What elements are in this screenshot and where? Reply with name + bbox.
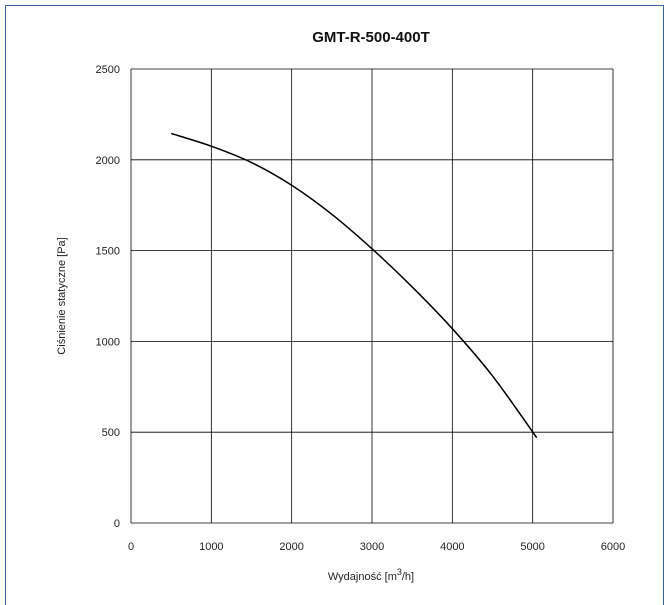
chart-svg: GMT-R-500-400T 0 500 1000 1500 2000 2500 0 100… [56,29,625,583]
x-tick-label: 3000 [360,541,384,553]
x-tick-label: 6000 [601,541,625,553]
series-line [170,132,538,439]
x-tick-labels: 0 1000 2000 3000 4000 5000 6000 [128,541,625,553]
y-tick-label: 2500 [96,64,120,76]
x-tick-label: 1000 [199,541,223,553]
y-tick-label: 1500 [96,246,120,258]
chart-frame [5,5,664,605]
y-tick-label: 0 [114,518,120,530]
y-axis-label: Ciśnienie statyczne [Pa] [56,237,68,354]
x-tick-label: 0 [128,541,134,553]
x-axis-label: Wydajność [m3/h] [328,567,414,583]
x-tick-label: 2000 [279,541,303,553]
chart-title: GMT-R-500-400T [312,29,430,46]
y-tick-label: 500 [102,427,120,439]
x-tick-label: 5000 [520,541,544,553]
chart-grid [130,68,614,524]
y-tick-label: 2000 [96,155,120,167]
x-tick-label: 4000 [440,541,464,553]
y-tick-label: 1000 [96,336,120,348]
y-tick-labels: 0 500 1000 1500 2000 2500 [96,64,120,530]
